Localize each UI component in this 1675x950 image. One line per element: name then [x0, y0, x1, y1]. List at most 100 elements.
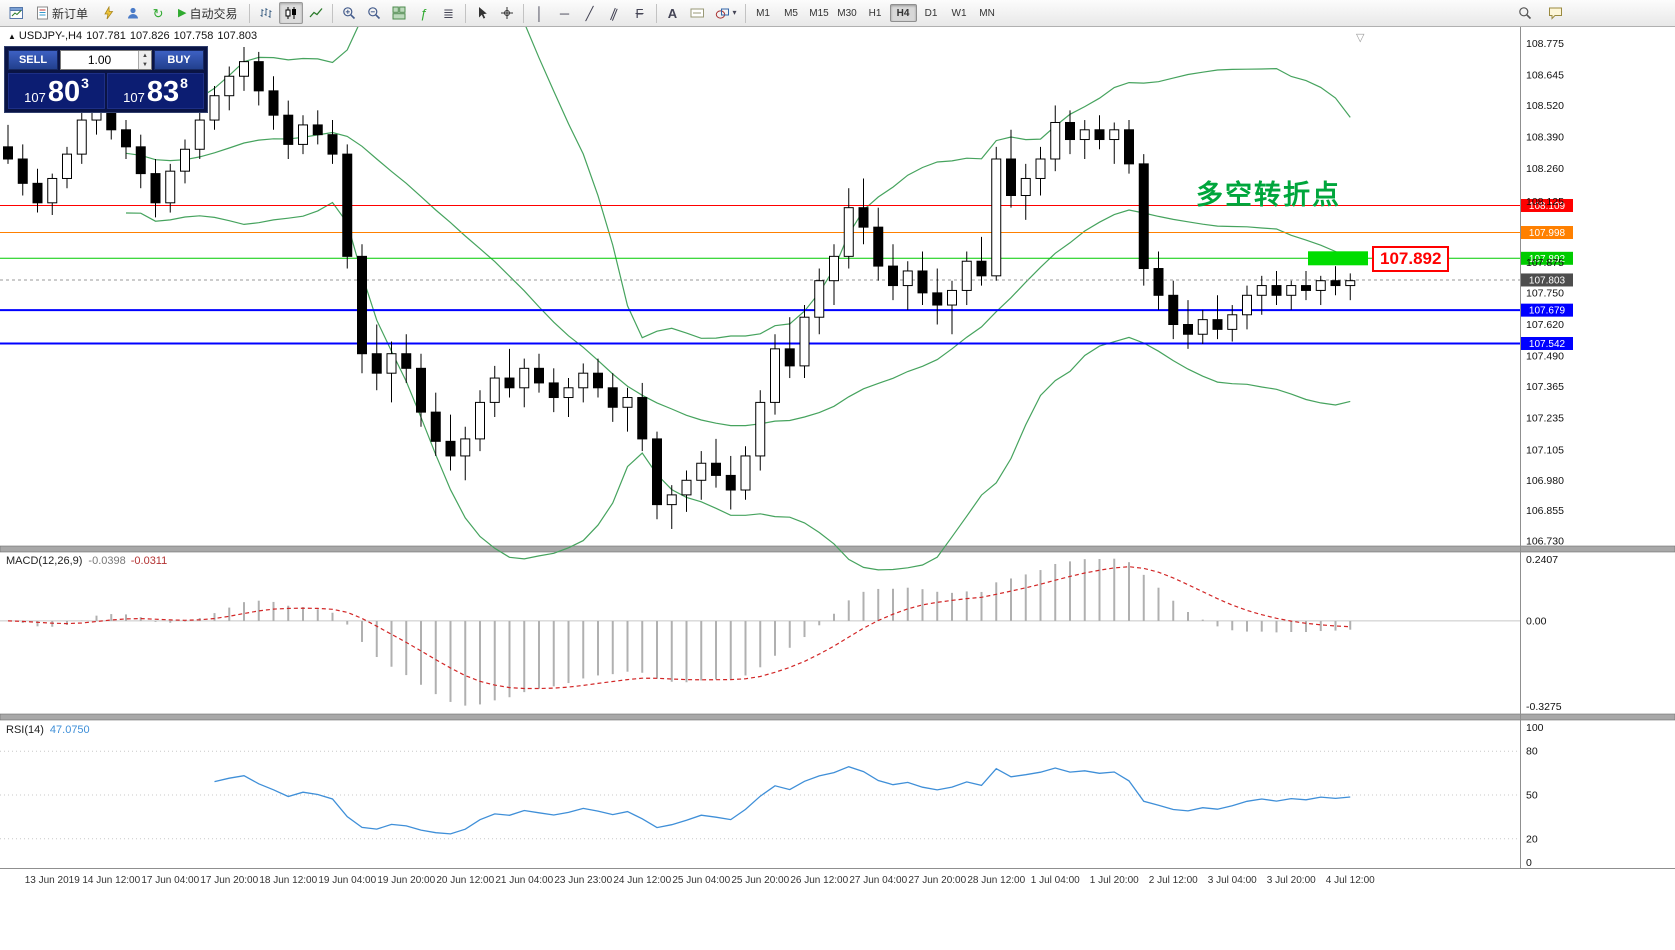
toolbar-separator	[744, 3, 746, 23]
timeframe-m30[interactable]: M30	[837, 8, 857, 19]
candle-body	[1050, 121, 1061, 160]
timeframe-h1[interactable]: H1	[868, 8, 882, 19]
candle-body	[1301, 285, 1311, 291]
indicator-list-button[interactable]: ≣	[437, 2, 461, 24]
time-axis-label: 25 Jun 04:00	[672, 875, 730, 886]
new-order-button[interactable]: 新订单	[29, 2, 95, 24]
zoom-out-button[interactable]	[362, 2, 386, 24]
time-axis-label: 19 Jun 20:00	[377, 875, 435, 886]
price-callout	[1521, 273, 1573, 287]
candle-body	[1153, 268, 1164, 296]
profiles-button[interactable]	[121, 2, 145, 24]
symbol-name: USDJPY-,H4	[18, 30, 83, 42]
buy-button[interactable]: BUY	[154, 50, 204, 70]
buy-price-display[interactable]: 107 83 8	[107, 73, 204, 109]
zoom-in-button[interactable]	[337, 2, 361, 24]
search-button[interactable]	[1513, 2, 1537, 24]
ohlc-close: 107.803	[217, 30, 258, 42]
buy-price-big: 83	[146, 76, 180, 109]
ohlc-open: 107.781	[86, 30, 126, 42]
label-button[interactable]	[686, 2, 710, 24]
volume-stepper[interactable]: ▲ ▼	[138, 51, 151, 69]
sell-button[interactable]: SELL	[8, 50, 58, 70]
timeframe-h4[interactable]: H4	[889, 4, 917, 22]
candle-body	[504, 377, 515, 389]
candle-body	[829, 255, 839, 282]
rsi-line	[214, 766, 1351, 835]
candlestick-chart-button[interactable]	[278, 2, 303, 24]
crosshair-button[interactable]	[495, 2, 519, 24]
timeframe-m1[interactable]: M1	[756, 8, 770, 19]
chart-canvas[interactable]: ▽108.109107.998107.892107.679107.542107.…	[0, 27, 1675, 950]
candle-body	[1197, 319, 1208, 335]
candle-body	[1094, 129, 1105, 141]
price-callout-text: 108.109	[1529, 201, 1566, 212]
time-axis-label: 17 Jun 04:00	[141, 875, 199, 886]
sell-price-display[interactable]: 107 80 3	[8, 73, 105, 109]
price-axis-label: 106.855	[1526, 505, 1564, 517]
candle-body	[1006, 158, 1016, 197]
candle-body	[1124, 129, 1134, 165]
rsi-scale-label: 80	[1526, 746, 1538, 758]
vertical-line-button[interactable]: │	[528, 2, 552, 24]
time-axis-label: 14 Jun 12:00	[82, 875, 140, 886]
candle-body	[784, 348, 795, 367]
timeframe-m15[interactable]: M15	[809, 8, 829, 19]
candle-body	[1065, 121, 1075, 141]
candle-body	[578, 372, 589, 389]
indicators-button[interactable]: ƒ	[412, 2, 436, 24]
time-axis-label: 25 Jun 20:00	[731, 875, 789, 886]
macd-scale-label: 0.2407	[1526, 554, 1558, 566]
price-callout-text: 107.803	[1529, 275, 1566, 286]
candle-body	[386, 353, 397, 374]
stepper-down-icon[interactable]: ▼	[139, 60, 151, 69]
time-axis-label: 27 Jun 20:00	[908, 875, 966, 886]
text-button[interactable]: A	[661, 2, 685, 24]
line-chart-button[interactable]	[304, 2, 328, 24]
candle-body	[1315, 280, 1326, 291]
chat-button[interactable]	[1543, 2, 1567, 24]
lightning-icon	[104, 6, 114, 20]
channel-icon: ∥	[608, 4, 621, 22]
horizontal-line-button[interactable]: ─	[553, 2, 577, 24]
candle-body	[696, 462, 707, 481]
tile-windows-button[interactable]	[387, 2, 411, 24]
timeframe-w1[interactable]: W1	[951, 8, 967, 19]
autotrading-button[interactable]: ▶ 自动交易	[171, 2, 244, 24]
candle-body	[371, 353, 382, 374]
candle-body	[1271, 285, 1282, 296]
candle-body	[430, 411, 441, 442]
refresh-button[interactable]: ↻	[146, 2, 170, 24]
text-icon: A	[667, 5, 678, 21]
candle-body	[475, 401, 485, 440]
price-axis-label: 108.125	[1526, 196, 1564, 208]
search-icon	[1519, 7, 1532, 20]
candle-body	[711, 462, 721, 476]
price-callout-text: 107.679	[1529, 306, 1566, 317]
timeframe-d1[interactable]: D1	[924, 8, 938, 19]
volume-value[interactable]: 1.00	[87, 53, 112, 67]
cursor-button[interactable]	[470, 2, 494, 24]
pane-frame: ▽	[0, 27, 1675, 869]
buy-price-sup: 8	[180, 75, 188, 91]
rsi-scale-label: 0	[1526, 857, 1532, 869]
candle-body	[76, 119, 87, 155]
fibonacci-button[interactable]: F	[628, 2, 652, 24]
timeframe-m5[interactable]: M5	[784, 8, 798, 19]
stepper-up-icon[interactable]: ▲	[139, 51, 151, 60]
new-chart-button[interactable]	[4, 2, 28, 24]
candle-body	[947, 289, 957, 306]
channel-button[interactable]: ∥	[603, 2, 627, 24]
quick-trade-button[interactable]	[96, 2, 120, 24]
fibonacci-icon: F	[635, 5, 644, 21]
candle-body	[932, 292, 943, 306]
shapes-button[interactable]: ▾	[711, 2, 741, 24]
macd-value-signal: -0.0311	[130, 555, 168, 567]
cursor-icon	[478, 7, 487, 19]
candle-body	[917, 270, 928, 294]
timeframe-mn[interactable]: MN	[979, 8, 995, 19]
volume-field[interactable]: 1.00 ▲ ▼	[60, 50, 152, 70]
bar-chart-button[interactable]	[254, 2, 278, 24]
trendline-button[interactable]: ╱	[578, 2, 602, 24]
one-click-trading-panel: SELL 1.00 ▲ ▼ BUY 107 80 3 107	[4, 46, 208, 113]
